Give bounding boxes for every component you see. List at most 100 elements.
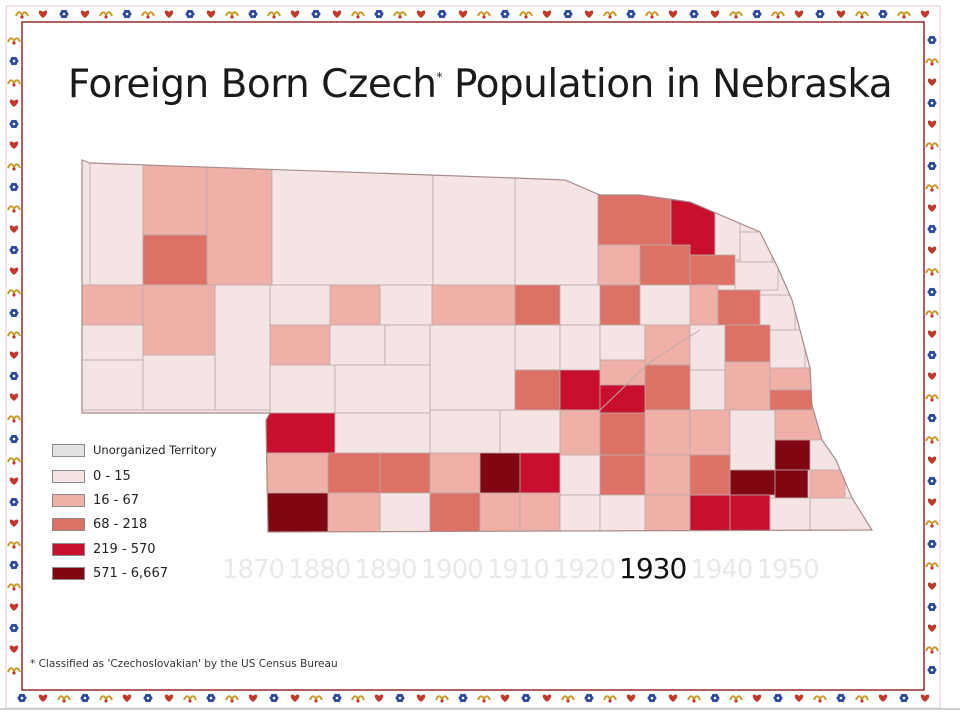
legend-item-unorganized: Unorganized Territory [52, 443, 217, 457]
leaf-ornament-icon [729, 695, 743, 703]
flower-ornament-icon [710, 693, 720, 703]
county-region [82, 284, 144, 326]
flower-ornament-icon [9, 371, 19, 381]
timeline-year-1910[interactable]: 1910 [486, 555, 550, 585]
heart-ornament-icon [927, 624, 937, 632]
timeline-year-1880[interactable]: 1880 [288, 555, 351, 585]
county-region [774, 439, 811, 471]
flower-ornament-icon [122, 9, 132, 19]
legend-swatch [52, 443, 85, 457]
county-region [689, 454, 731, 496]
county-region [142, 234, 208, 286]
flower-ornament-icon [927, 602, 937, 612]
leaf-ornament-icon [925, 310, 939, 318]
leaf-ornament-icon [309, 695, 323, 703]
leaf-ornament-icon [603, 11, 617, 19]
heart-ornament-icon [248, 694, 258, 702]
leaf-ornament-icon [925, 562, 939, 570]
flower-ornament-icon [395, 693, 405, 703]
county-region [142, 284, 216, 356]
leaf-ornament-icon [57, 695, 71, 703]
legend-label: 16 - 67 [93, 493, 140, 508]
heart-ornament-icon [542, 694, 552, 702]
county-region [769, 329, 806, 369]
heart-ornament-icon [542, 10, 552, 18]
census-footnote: * Classified as 'Czechoslovakian' by the… [30, 658, 338, 670]
flower-ornament-icon [927, 98, 937, 108]
heart-ornament-icon [500, 694, 510, 702]
heart-ornament-icon [927, 372, 937, 380]
county-region [327, 452, 381, 494]
legend-label: 68 - 218 [93, 517, 148, 532]
county-region [724, 324, 771, 363]
flower-ornament-icon [17, 693, 27, 703]
leaf-ornament-icon [813, 695, 827, 703]
flower-ornament-icon [927, 161, 937, 171]
county-region [729, 469, 776, 496]
flower-ornament-icon [185, 9, 195, 19]
legend-label: 219 - 570 [93, 542, 156, 557]
legend-swatch [52, 470, 85, 483]
county-region [599, 359, 646, 386]
timeline-year-1900[interactable]: 1900 [420, 555, 484, 585]
flower-ornament-icon [9, 182, 19, 192]
timeline-year-1940[interactable]: 1940 [690, 555, 753, 585]
heart-ornament-icon [927, 330, 937, 338]
leaf-ornament-icon [7, 289, 21, 297]
flower-ornament-icon [9, 56, 19, 66]
county-region [142, 162, 208, 236]
county-region [514, 177, 599, 286]
county-region [206, 162, 273, 286]
county-region [334, 412, 431, 454]
county-region [724, 361, 771, 411]
county-region [142, 354, 216, 411]
county-region [644, 364, 691, 411]
county-region [514, 324, 561, 371]
heart-ornament-icon [9, 99, 19, 107]
heart-ornament-icon [752, 694, 762, 702]
flower-ornament-icon [927, 350, 937, 360]
leaf-ornament-icon [855, 11, 869, 19]
heart-ornament-icon [9, 393, 19, 401]
county-region [265, 492, 329, 532]
leaf-ornament-icon [561, 695, 575, 703]
county-region [265, 412, 336, 454]
heart-ornament-icon [927, 204, 937, 212]
timeline-year-1890[interactable]: 1890 [354, 555, 417, 585]
county-region [599, 454, 646, 496]
flower-ornament-icon [815, 9, 825, 19]
flower-ornament-icon [927, 665, 937, 675]
flower-ornament-icon [80, 693, 90, 703]
heart-ornament-icon [794, 694, 804, 702]
leaf-ornament-icon [855, 695, 869, 703]
heart-ornament-icon [38, 10, 48, 18]
county-region [599, 412, 646, 456]
county-region [327, 492, 381, 532]
leaf-ornament-icon [99, 695, 113, 703]
timeline-year-1870[interactable]: 1870 [222, 555, 285, 585]
county-region [639, 284, 691, 326]
timeline-year-1920[interactable]: 1920 [552, 555, 616, 585]
heart-ornament-icon [416, 694, 426, 702]
county-region [769, 389, 813, 411]
county-region [644, 454, 691, 496]
flower-ornament-icon [269, 693, 279, 703]
county-region [599, 284, 641, 326]
heart-ornament-icon [290, 694, 300, 702]
county-region [689, 369, 726, 411]
heart-ornament-icon [836, 10, 846, 18]
flower-ornament-icon [206, 693, 216, 703]
heart-ornament-icon [458, 10, 468, 18]
flower-ornament-icon [584, 693, 594, 703]
timeline-year-1950[interactable]: 1950 [756, 555, 819, 585]
timeline-year-1930[interactable]: 1930 [619, 552, 687, 585]
flower-ornament-icon [927, 224, 937, 234]
county-region [599, 494, 646, 532]
county-region [597, 189, 672, 246]
leaf-ornament-icon [15, 11, 29, 19]
leaf-ornament-icon [141, 11, 155, 19]
flower-ornament-icon [563, 9, 573, 19]
heart-ornament-icon [794, 10, 804, 18]
legend-label: 571 - 6,667 [93, 566, 168, 581]
